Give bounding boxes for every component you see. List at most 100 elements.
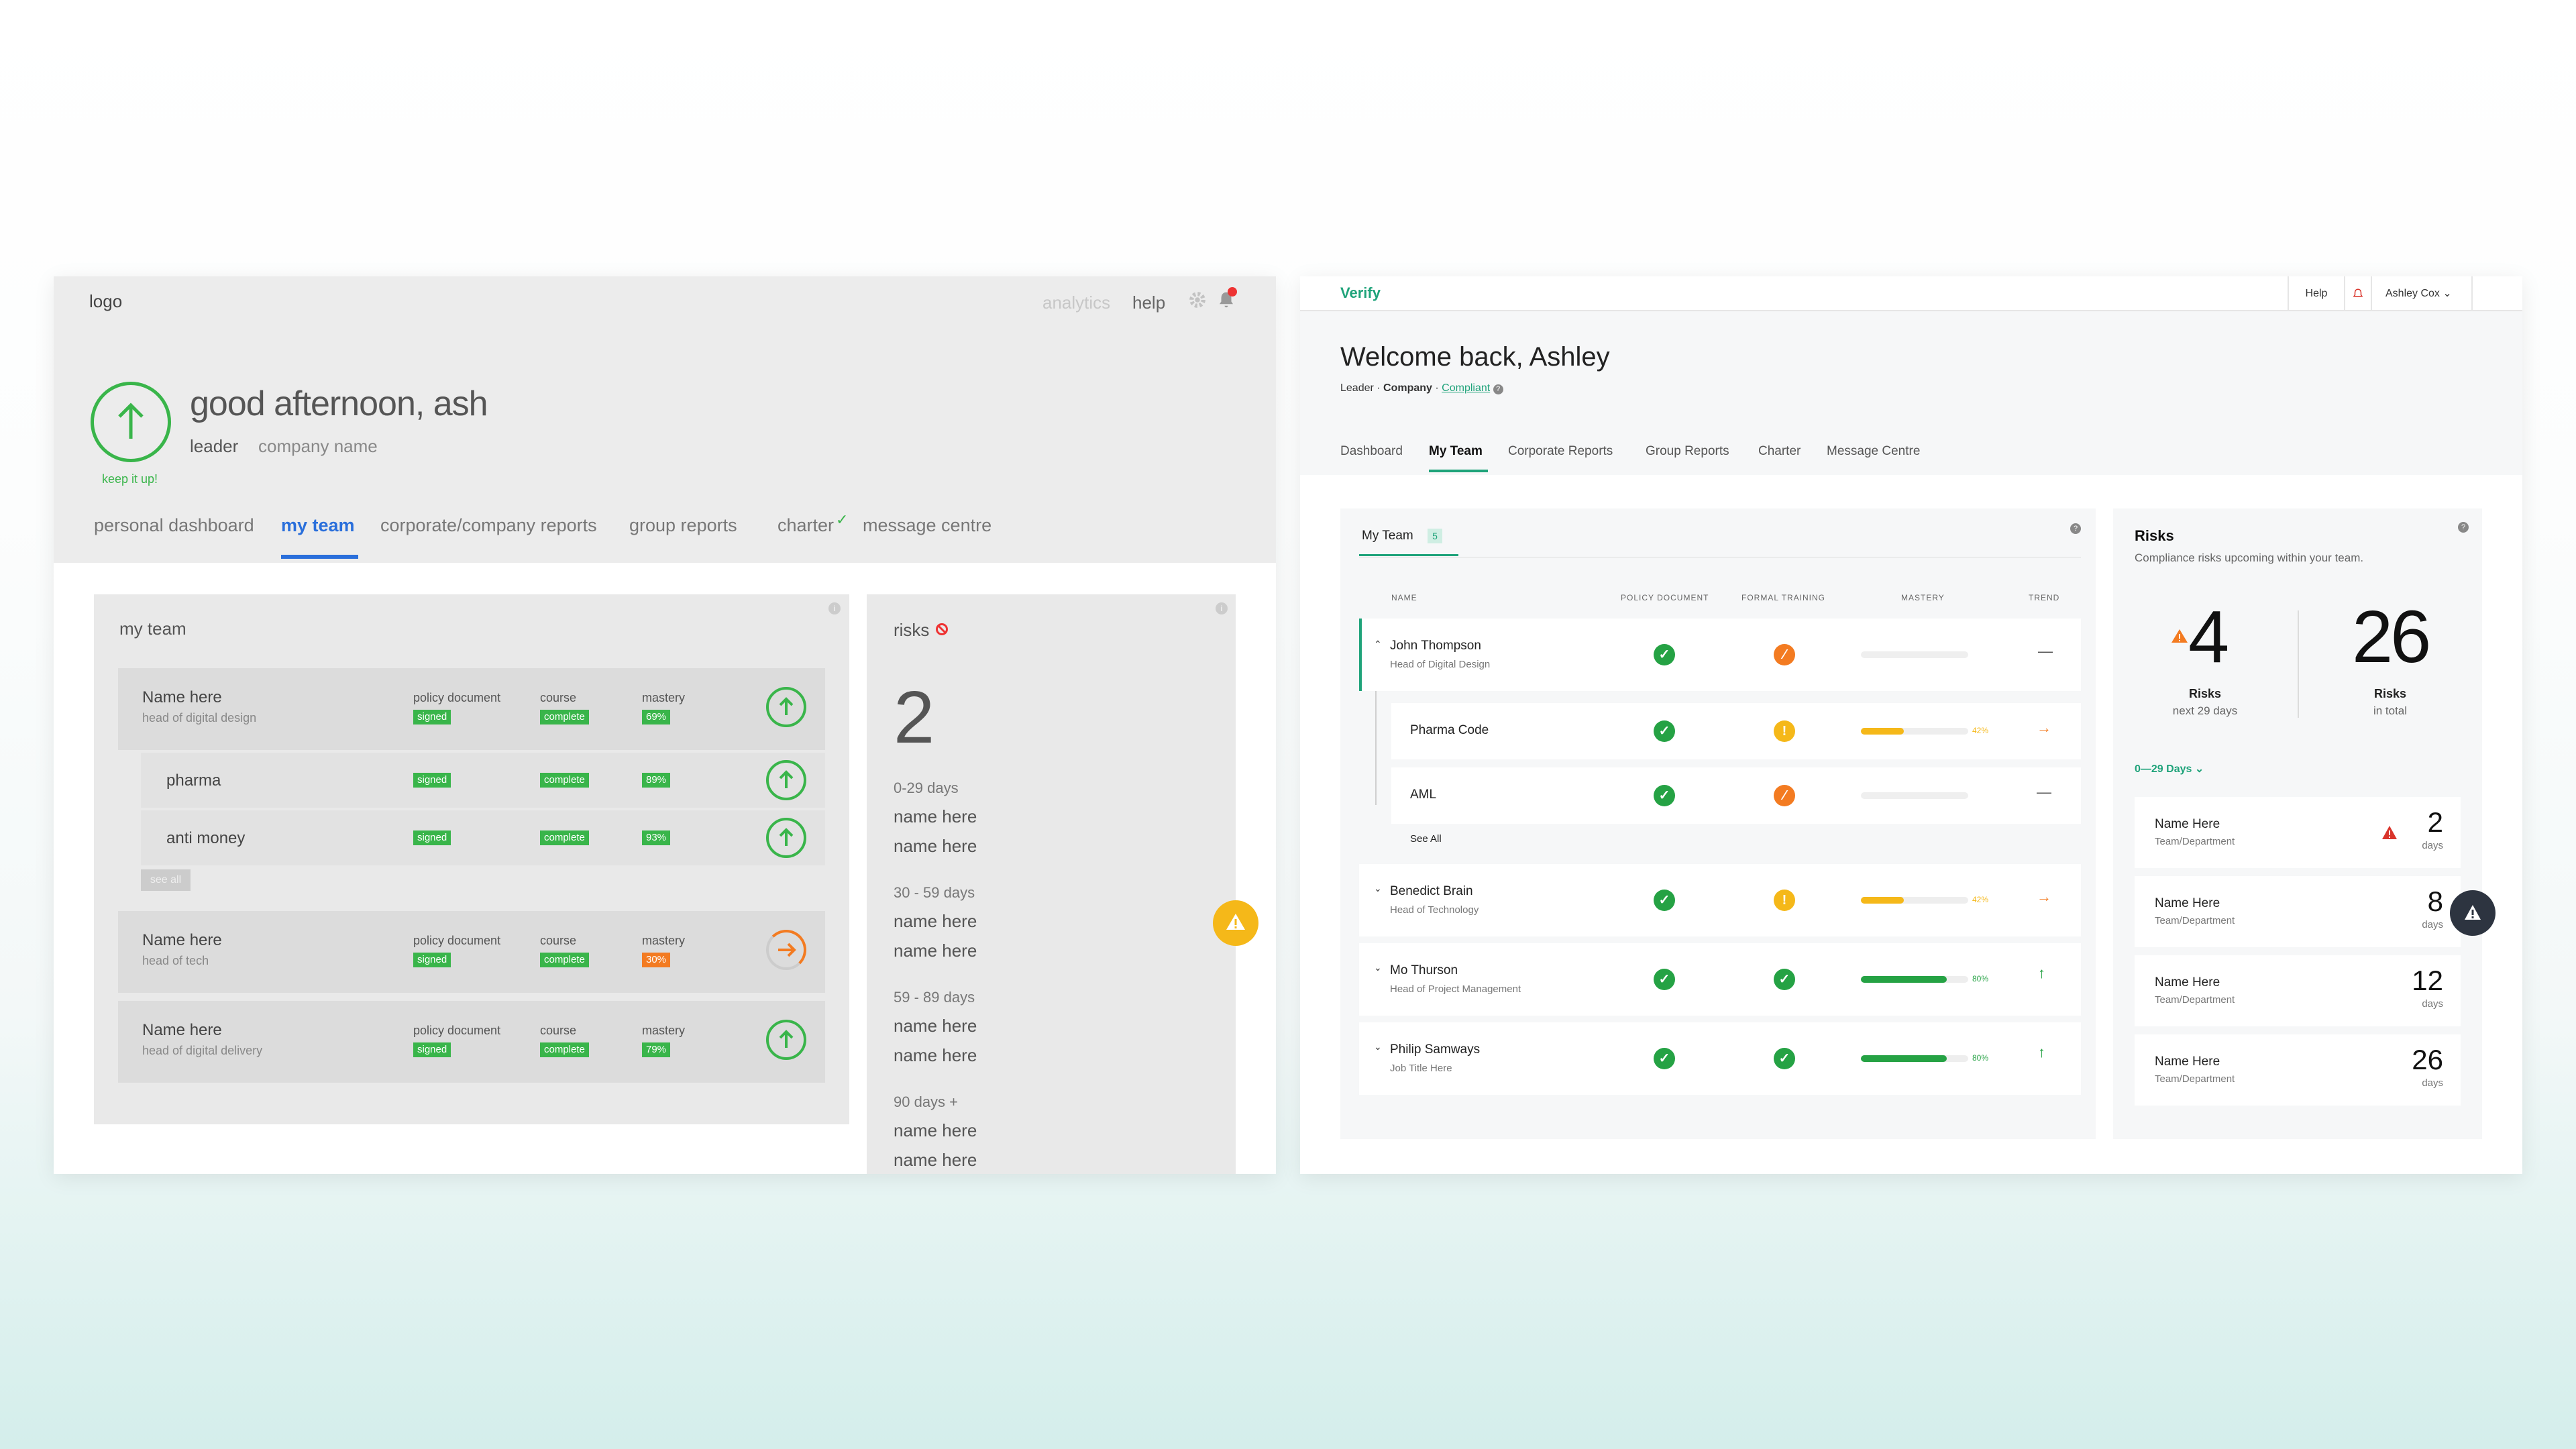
member-name: Name here <box>142 931 222 949</box>
risk-person[interactable]: name here <box>894 836 977 856</box>
user-name: Ashley Cox <box>2385 288 2440 299</box>
team-row[interactable]: Name here head of digital delivery polic… <box>118 1001 825 1083</box>
course-header: course <box>540 1024 577 1037</box>
risk-range: 59 - 89 days <box>894 989 975 1006</box>
alert-triangle-icon <box>2171 628 2188 644</box>
risk-person[interactable]: name here <box>894 911 977 931</box>
course-badge: complete <box>540 830 589 845</box>
my-team-card: My Team 5 ? NAME POLICY DOCUMENT FORMAL … <box>1340 508 2096 1139</box>
top-bar <box>1300 276 2522 311</box>
course-badge: complete <box>540 1042 589 1057</box>
help-button[interactable]: Help <box>2288 276 2344 311</box>
range-filter-dropdown[interactable]: 0—29 Days ⌄ <box>2135 762 2204 775</box>
see-all-button[interactable]: see all <box>141 869 191 891</box>
wireframe-header <box>54 276 1276 563</box>
risk-person[interactable]: name here <box>894 1016 977 1036</box>
gear-icon[interactable] <box>1187 290 1208 310</box>
mastery-percent: 42% <box>1972 895 1989 904</box>
bell-icon[interactable] <box>2344 276 2371 311</box>
upcoming-risks-label: Risks <box>2188 687 2222 700</box>
upcoming-risks-sub: next 29 days <box>2172 704 2238 717</box>
tab-corporate-reports[interactable]: corporate/company reports <box>380 515 597 535</box>
mastery-badge: 69% <box>642 710 671 724</box>
tab-charter[interactable]: Charter <box>1758 444 1801 458</box>
member-title: head of digital delivery <box>142 1044 263 1057</box>
bell-icon[interactable] <box>1216 290 1236 310</box>
sub-row[interactable]: pharma signed complete 89% <box>141 753 825 808</box>
tab-charter[interactable]: charter <box>777 515 835 535</box>
chevron-down-icon[interactable]: ⌄ <box>1374 962 1382 973</box>
member-name: John Thompson <box>1390 639 1481 653</box>
mastery-bar <box>1861 651 1968 658</box>
block-icon <box>935 623 949 636</box>
tab-personal-dashboard[interactable]: personal dashboard <box>94 515 254 535</box>
chevron-down-icon[interactable]: ⌄ <box>1374 883 1382 894</box>
table-row[interactable]: ⌃ John Thompson Head of Digital Design ✓… <box>1359 619 2081 691</box>
risk-item[interactable]: Name Here Team/Department 26 days <box>2135 1034 2461 1106</box>
policy-badge: signed <box>413 830 451 845</box>
warning-bubble-icon[interactable] <box>1213 900 1258 946</box>
policy-header: policy document <box>413 934 501 947</box>
risk-person[interactable]: name here <box>894 1120 977 1140</box>
risks-subtitle: Compliance risks upcoming within your te… <box>2135 551 2364 564</box>
see-all-link[interactable]: See All <box>1410 833 1442 845</box>
policy-badge: signed <box>413 1042 451 1057</box>
risk-item[interactable]: Name Here Team/Department 8 days <box>2135 876 2461 947</box>
analytics-link[interactable]: analytics <box>1042 292 1111 313</box>
risk-item[interactable]: Name Here Team/Department 12 days <box>2135 955 2461 1026</box>
chevron-up-icon[interactable]: ⌃ <box>1374 639 1382 649</box>
mastery-bar <box>1861 1055 1968 1062</box>
mastery-header: mastery <box>642 934 686 947</box>
risk-person[interactable]: name here <box>894 1045 977 1065</box>
risk-dept: Team/Department <box>2155 915 2235 926</box>
trend-up-icon: ↑ <box>2038 965 2045 981</box>
table-row[interactable]: Pharma Code ✓ ! 42% → <box>1391 703 2081 759</box>
check-icon: ✓ <box>1654 720 1675 742</box>
help-link[interactable]: help <box>1132 292 1166 313</box>
brand-logo[interactable]: Verify <box>1340 284 1381 301</box>
compliance-status[interactable]: Compliant <box>1442 382 1491 394</box>
risk-days: 12 <box>2412 965 2443 996</box>
risk-range: 0-29 days <box>894 780 959 796</box>
module-name: pharma <box>166 771 221 790</box>
help-circle-icon[interactable]: ? <box>2458 522 2469 533</box>
team-row[interactable]: Name here head of digital design policy … <box>118 668 825 750</box>
trend-right-icon: → <box>2037 719 2051 736</box>
chevron-down-icon[interactable]: ⌄ <box>1374 1041 1382 1052</box>
check-icon: ✓ <box>1654 785 1675 806</box>
tab-message-centre[interactable]: message centre <box>863 515 992 535</box>
tab-my-team[interactable]: My Team <box>1429 444 1483 458</box>
risk-item[interactable]: Name Here Team/Department 2 days <box>2135 797 2461 868</box>
member-name: Name here <box>142 1021 222 1039</box>
tab-group-reports[interactable]: group reports <box>629 515 737 535</box>
sub-row[interactable]: anti money signed complete 93% <box>141 810 825 865</box>
tab-group-reports[interactable]: Group Reports <box>1646 444 1729 458</box>
info-icon[interactable]: i <box>1216 602 1228 614</box>
table-row[interactable]: AML ✓ ⁄ — <box>1391 767 2081 824</box>
team-row[interactable]: Name here head of tech policy document c… <box>118 911 825 993</box>
table-row[interactable]: ⌄ Benedict Brain Head of Technology ✓ ! … <box>1359 864 2081 936</box>
risk-name: Name Here <box>2155 1055 2220 1069</box>
card-tab-my-team[interactable]: My Team <box>1362 529 1413 543</box>
chevron-down-icon: ⌄ <box>2443 288 2452 299</box>
table-row[interactable]: ⌄ Mo Thurson Head of Project Management … <box>1359 943 2081 1016</box>
alert-bubble-icon[interactable] <box>2450 890 2496 936</box>
mastery-bar <box>1861 728 1968 735</box>
user-menu[interactable]: Ashley Cox ⌄ <box>2371 276 2471 311</box>
tab-corporate-reports[interactable]: Corporate Reports <box>1508 444 1613 458</box>
logo[interactable]: logo <box>89 291 123 311</box>
risk-person[interactable]: name here <box>894 806 977 826</box>
risk-person[interactable]: name here <box>894 1150 977 1170</box>
check-icon: ✓ <box>1654 1048 1675 1069</box>
tab-dashboard[interactable]: Dashboard <box>1340 444 1403 458</box>
tab-message-centre[interactable]: Message Centre <box>1827 444 1921 458</box>
company-label: company name <box>258 436 378 456</box>
help-circle-icon[interactable]: ? <box>1493 384 1503 394</box>
table-row[interactable]: ⌄ Philip Samways Job Title Here ✓ ✓ 80% … <box>1359 1022 2081 1095</box>
tab-my-team[interactable]: my team <box>281 515 355 535</box>
mastery-header: mastery <box>642 691 686 704</box>
member-name: Benedict Brain <box>1390 884 1473 898</box>
info-icon[interactable]: i <box>828 602 841 614</box>
help-circle-icon[interactable]: ? <box>2070 523 2081 534</box>
risk-person[interactable]: name here <box>894 941 977 961</box>
